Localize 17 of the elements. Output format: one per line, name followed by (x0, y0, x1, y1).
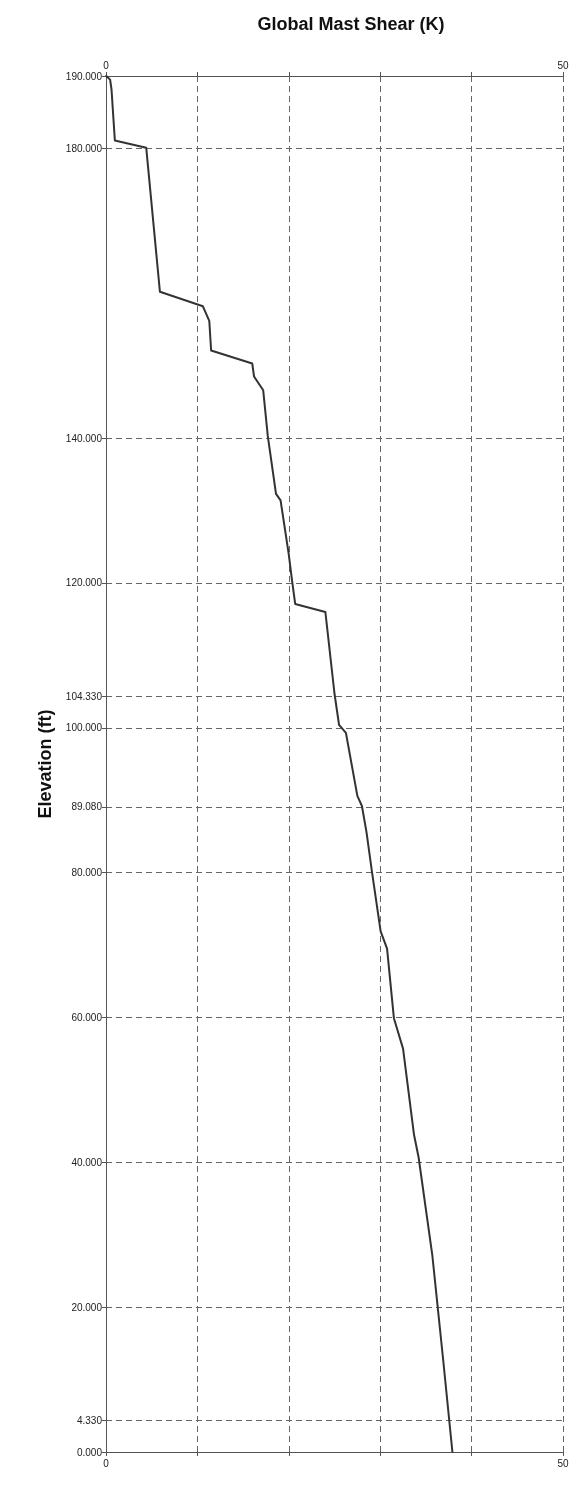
y-tick-label: 40.000 (71, 1156, 103, 1168)
y-tick-label: 60.000 (71, 1011, 103, 1023)
x2-tick-label: 0 (103, 59, 110, 71)
y-tick-label: 104.330 (65, 690, 103, 702)
y-tick-label: 20.000 (71, 1301, 103, 1313)
y-tick-label: 180.000 (65, 142, 103, 154)
y-axis-title: Elevation (ft) (35, 709, 55, 819)
y-tick-label: 120.000 (65, 577, 103, 589)
y-tick-label: 80.000 (71, 867, 103, 879)
y-tick-label: 100.000 (65, 722, 103, 734)
y-tick-label: 4.330 (76, 1415, 103, 1427)
y-tick-label: 190.000 (65, 70, 103, 82)
y-tick-label: 140.000 (65, 432, 103, 444)
y-tick-label: 89.080 (71, 801, 103, 813)
chart-title: Global Mast Shear (K) (257, 14, 445, 34)
y-tick-label: 0.000 (76, 1446, 103, 1458)
x2-tick-label: 50 (557, 59, 569, 71)
